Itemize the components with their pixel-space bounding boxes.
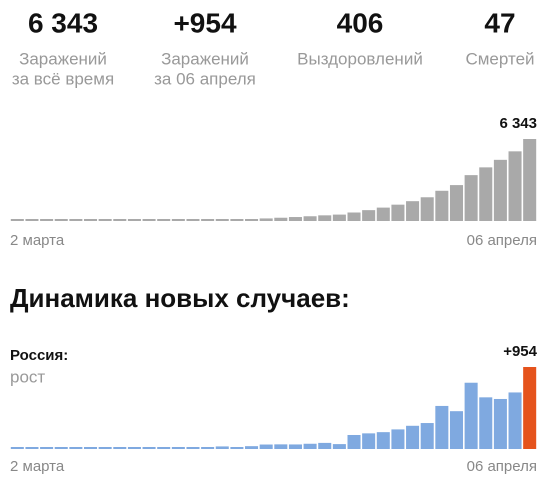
bar bbox=[303, 216, 317, 221]
bar bbox=[523, 139, 537, 221]
x-tick-label: 06 апреля bbox=[467, 232, 537, 249]
bar bbox=[464, 175, 478, 221]
bar bbox=[493, 398, 507, 449]
bar bbox=[69, 219, 83, 221]
stat-value: 406 bbox=[337, 7, 384, 38]
bar bbox=[40, 219, 54, 221]
bar bbox=[332, 444, 346, 449]
x-tick-label: 2 марта bbox=[10, 232, 65, 249]
bar bbox=[318, 442, 332, 449]
bar bbox=[157, 219, 171, 221]
bar bbox=[25, 447, 39, 449]
bar bbox=[391, 204, 405, 221]
stat-label: за всё время bbox=[12, 69, 114, 88]
value-label: +954 bbox=[503, 343, 537, 360]
bar bbox=[362, 210, 376, 221]
bar bbox=[259, 218, 273, 221]
bar bbox=[142, 447, 156, 449]
stat-label: Выздоровлений bbox=[297, 49, 423, 68]
bar bbox=[25, 219, 39, 221]
bar bbox=[98, 219, 112, 221]
stat-label: Заражений bbox=[161, 49, 249, 68]
bar bbox=[230, 219, 244, 221]
bar bbox=[186, 219, 200, 221]
value-label: 6 343 bbox=[499, 115, 537, 132]
bar bbox=[54, 447, 68, 449]
stat-value: +954 bbox=[173, 7, 236, 38]
bar bbox=[420, 423, 434, 449]
bar bbox=[464, 382, 478, 449]
bar bbox=[508, 392, 522, 449]
bar bbox=[127, 219, 141, 221]
bar bbox=[83, 219, 98, 221]
bar bbox=[449, 185, 464, 221]
bar bbox=[406, 425, 420, 449]
bar bbox=[479, 397, 493, 449]
bar bbox=[435, 405, 449, 449]
bar bbox=[230, 447, 244, 449]
bar bbox=[303, 443, 317, 449]
bar bbox=[376, 207, 390, 221]
bar bbox=[362, 433, 376, 449]
bar bbox=[171, 447, 185, 449]
bar bbox=[332, 214, 346, 221]
bar bbox=[347, 434, 361, 449]
stat-value: 6 343 bbox=[28, 7, 98, 38]
bar bbox=[10, 219, 24, 221]
bar bbox=[318, 215, 332, 221]
bar bbox=[201, 447, 215, 449]
bar bbox=[54, 219, 68, 221]
bar bbox=[288, 217, 302, 221]
bar bbox=[83, 447, 98, 449]
bar bbox=[40, 447, 54, 449]
bar bbox=[113, 447, 127, 449]
bar bbox=[201, 219, 215, 221]
bar bbox=[10, 447, 24, 449]
section-title: Динамика новых случаев: bbox=[10, 283, 350, 313]
bar bbox=[493, 159, 507, 221]
bar bbox=[376, 432, 390, 449]
bar bbox=[142, 219, 156, 221]
bar bbox=[347, 212, 361, 221]
bar bbox=[406, 201, 420, 221]
stat-label: за 06 апреля bbox=[154, 69, 256, 88]
bar bbox=[157, 447, 171, 449]
x-tick-label: 06 апреля bbox=[467, 458, 537, 475]
bar bbox=[215, 446, 229, 449]
bar bbox=[508, 151, 522, 221]
bar bbox=[215, 219, 229, 221]
bar bbox=[391, 429, 405, 449]
bar bbox=[274, 217, 288, 221]
bar bbox=[69, 447, 83, 449]
bar bbox=[171, 219, 185, 221]
bar bbox=[245, 446, 259, 449]
bar bbox=[245, 219, 259, 221]
region-label: Россия: bbox=[10, 347, 68, 364]
bar bbox=[479, 167, 493, 221]
trend-label: рост bbox=[10, 367, 45, 386]
bar bbox=[259, 444, 273, 449]
stat-label: Смертей bbox=[465, 49, 534, 68]
bar bbox=[420, 197, 434, 221]
bar bbox=[288, 444, 302, 449]
stat-label: Заражений bbox=[19, 49, 107, 68]
bar bbox=[274, 444, 288, 449]
stat-value: 47 bbox=[484, 7, 515, 38]
x-tick-label: 2 марта bbox=[10, 458, 65, 475]
bar bbox=[186, 447, 200, 449]
bar bbox=[435, 190, 449, 221]
bar bbox=[523, 367, 537, 449]
bar bbox=[98, 447, 112, 449]
bar bbox=[113, 219, 127, 221]
bar bbox=[127, 447, 141, 449]
bar bbox=[449, 411, 464, 449]
